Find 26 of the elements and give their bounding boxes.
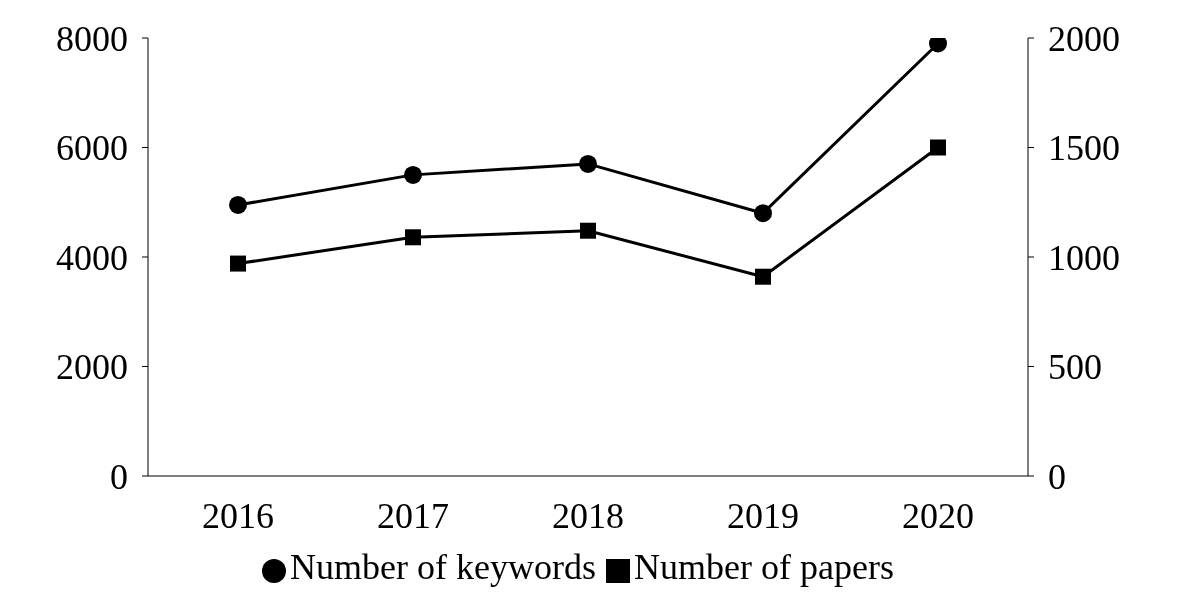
- x-tick-label: 2020: [902, 495, 974, 536]
- point: [755, 268, 771, 285]
- point: [754, 204, 772, 223]
- y2-tick-label: 0: [1048, 456, 1066, 497]
- y-tick-label: 4000: [56, 237, 128, 278]
- y-tick-label: 2000: [56, 347, 128, 388]
- y-tick-label: 8000: [56, 18, 128, 59]
- point: [405, 229, 421, 246]
- x-tick-label: 2017: [377, 495, 449, 536]
- point: [230, 255, 246, 272]
- y2-tick-label: 500: [1048, 347, 1102, 388]
- legend-label: Number of keywords: [290, 547, 596, 587]
- y2-tick-label: 1000: [1048, 237, 1120, 278]
- y2-tick-label: 1500: [1048, 128, 1120, 169]
- point: [580, 222, 596, 239]
- x-tick-label: 2018: [552, 495, 624, 536]
- x-tick-label: 2019: [727, 495, 799, 536]
- x-tick-label: 2016: [202, 495, 274, 536]
- y-tick-label: 0: [110, 456, 128, 497]
- point: [229, 195, 247, 214]
- point: [930, 139, 946, 156]
- legend-label: Number of papers: [634, 547, 894, 587]
- point: [579, 154, 597, 173]
- y2-tick-label: 2000: [1048, 18, 1120, 59]
- point: [404, 165, 422, 184]
- y-tick-label: 6000: [56, 128, 128, 169]
